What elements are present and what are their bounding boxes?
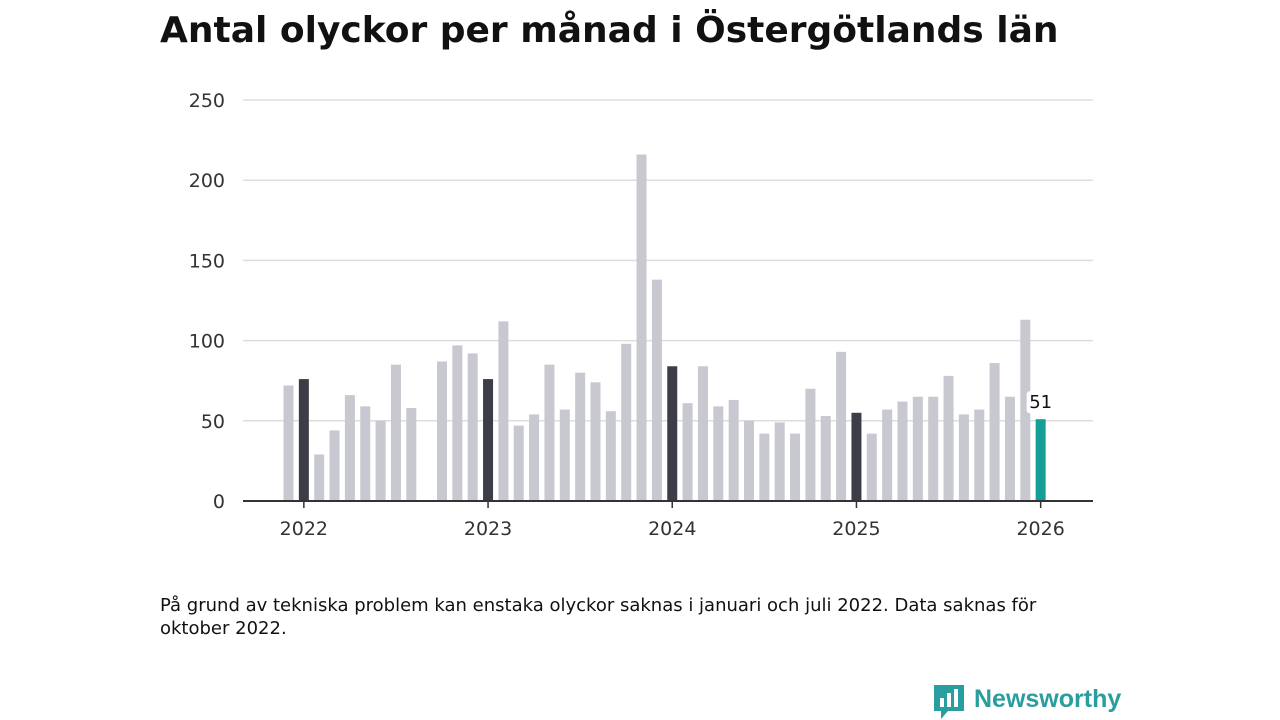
bar-2023-06 xyxy=(559,409,570,501)
bar-2023-07 xyxy=(575,372,586,501)
bar-2026-01 xyxy=(1035,419,1046,501)
y-tick-label: 150 xyxy=(189,250,225,272)
bar-2022-12 xyxy=(467,353,478,501)
bar-2023-11 xyxy=(636,154,647,501)
bar-2025-01 xyxy=(851,412,862,501)
bar-2022-06 xyxy=(375,420,386,501)
x-tick-label: 2023 xyxy=(464,518,512,540)
bar-2023-09 xyxy=(605,411,616,501)
bar-2023-03 xyxy=(513,425,524,501)
bar-2025-09 xyxy=(974,409,985,501)
y-axis-tick-labels: 0 50 100 150 200 250 xyxy=(189,90,225,513)
bar-2025-11 xyxy=(1004,396,1015,501)
bar-2023-04 xyxy=(529,414,540,501)
bar-2025-02 xyxy=(866,433,877,501)
bar-2021-12 xyxy=(283,385,294,501)
bar-2024-07 xyxy=(759,433,770,501)
bar-2025-07 xyxy=(943,375,954,501)
bar-2024-11 xyxy=(820,415,831,501)
bar-2023-05 xyxy=(544,364,555,501)
bar-2022-10 xyxy=(437,361,447,501)
brand-name: Newsworthy xyxy=(974,684,1122,713)
x-tick-label: 2026 xyxy=(1016,518,1064,540)
bar-2022-07 xyxy=(390,364,401,501)
bar-2024-02 xyxy=(682,403,693,501)
bar-2024-01 xyxy=(667,366,678,501)
y-tick-label: 100 xyxy=(189,331,225,353)
y-tick-label: 200 xyxy=(189,170,225,192)
bar-2025-05 xyxy=(912,396,923,501)
bar-2022-08 xyxy=(406,407,417,501)
y-tick-label: 50 xyxy=(201,411,225,433)
bar-2024-09 xyxy=(790,433,801,501)
bar-2022-02 xyxy=(314,454,325,501)
bar-2025-10 xyxy=(989,363,1000,501)
newsworthy-logo[interactable]: Newsworthy xyxy=(934,684,1121,720)
y-tick-label: 0 xyxy=(213,491,225,513)
newsworthy-logo-icon xyxy=(934,685,964,719)
bar-2025-06 xyxy=(928,396,939,501)
bar-2024-05 xyxy=(728,399,739,501)
bar-2025-03 xyxy=(882,409,893,501)
bar-2022-01 xyxy=(298,379,309,501)
bar-2024-08 xyxy=(774,422,785,501)
footnote: På grund av tekniska problem kan enstaka… xyxy=(160,595,1037,639)
bar-2025-12 xyxy=(1020,319,1031,501)
bar-2025-04 xyxy=(897,401,908,501)
bar-2024-04 xyxy=(713,406,724,501)
x-tick-label: 2022 xyxy=(280,518,328,540)
data-label-background xyxy=(1026,391,1055,414)
bar-2022-04 xyxy=(344,395,355,501)
data-label-latest: 51 xyxy=(1029,392,1052,413)
x-tick-label: 2024 xyxy=(648,518,696,540)
bar-2024-06 xyxy=(744,420,754,501)
bar-2022-11 xyxy=(452,345,463,501)
bar-2024-12 xyxy=(836,351,847,501)
bar-2024-10 xyxy=(805,388,816,501)
x-axis-ticks: 2022 2023 2024 2025 2026 xyxy=(280,501,1065,540)
chart-title: Antal olyckor per månad i Östergötlands … xyxy=(160,10,1059,51)
data-labels: 51 xyxy=(1026,391,1055,414)
bar-2023-10 xyxy=(621,343,632,501)
bar-2024-03 xyxy=(697,366,708,501)
bar-2025-08 xyxy=(958,414,969,501)
bars xyxy=(283,154,1046,501)
bar-2023-02 xyxy=(498,321,509,501)
x-tick-label: 2025 xyxy=(832,518,880,540)
bar-2023-01 xyxy=(483,379,494,501)
bar-chart: 0 50 100 150 200 250 2022 2023 2024 2025 2026 51 xyxy=(189,90,1093,540)
y-tick-label: 250 xyxy=(189,90,225,112)
bar-2022-03 xyxy=(329,430,340,501)
bar-2022-05 xyxy=(360,406,371,501)
bar-2023-08 xyxy=(590,382,601,501)
bar-2023-12 xyxy=(651,279,662,501)
